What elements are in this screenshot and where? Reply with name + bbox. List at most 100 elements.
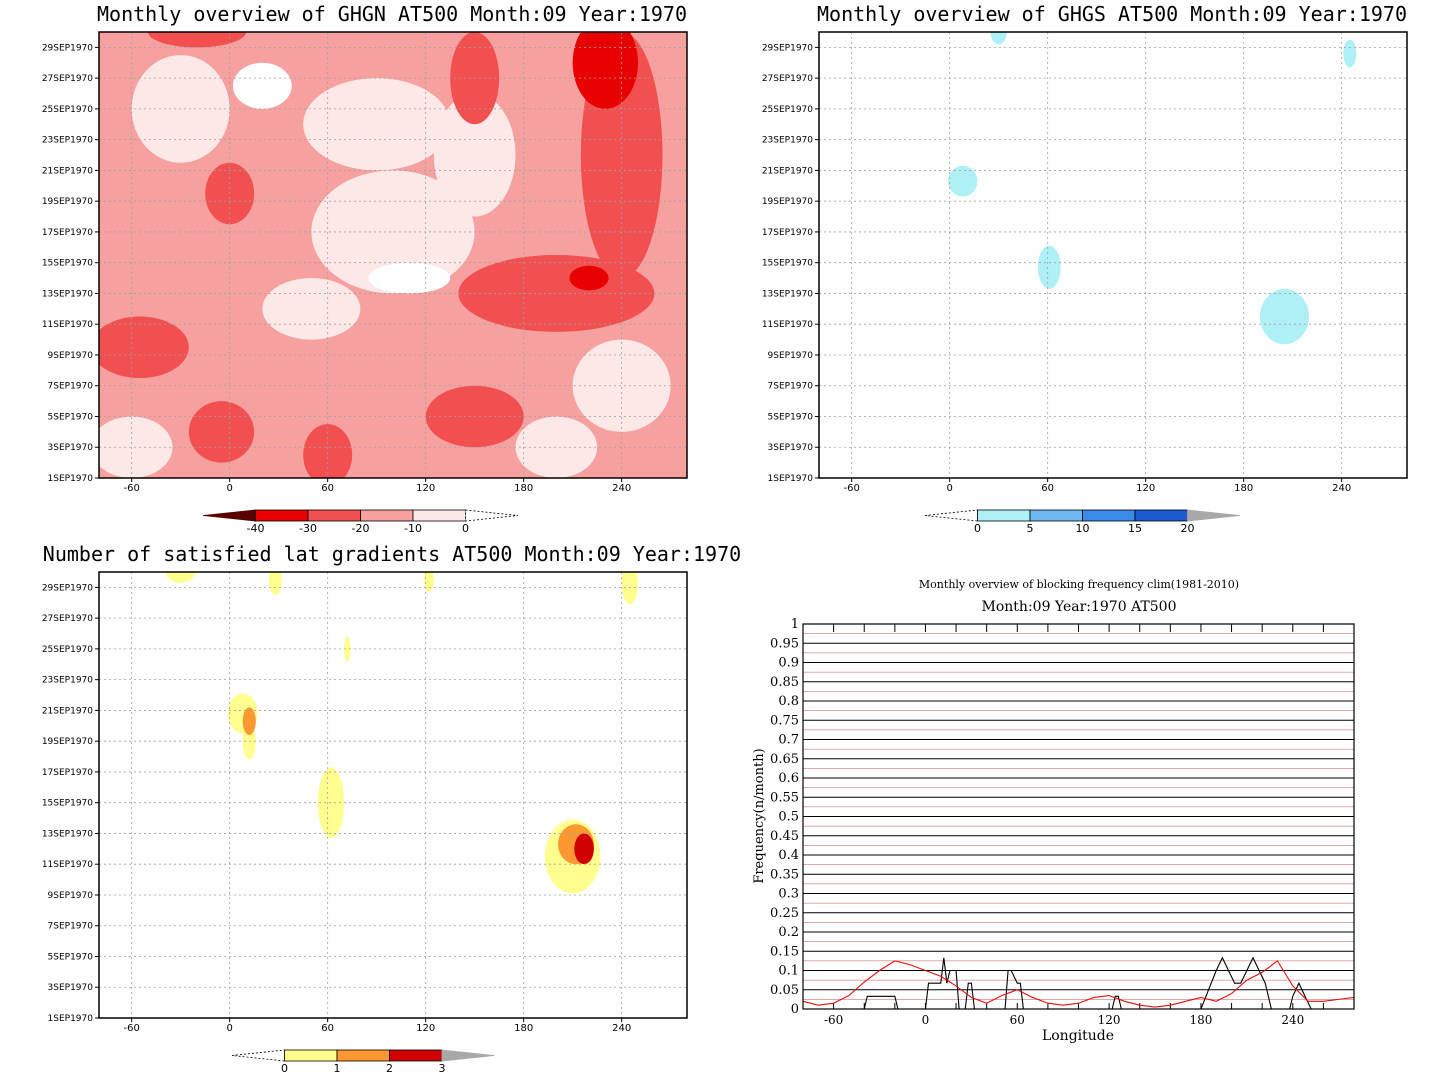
y-tick-label: 23SEP1970	[42, 136, 93, 146]
y-tick-label: 29SEP1970	[762, 43, 813, 53]
y-tick-label: 29SEP1970	[42, 583, 93, 593]
y-tick-label: 9SEP1970	[48, 891, 94, 901]
contour-region	[303, 78, 451, 171]
y-tick-label: 0	[791, 1002, 799, 1017]
y-tick-label: 5SEP1970	[768, 412, 814, 422]
panel-ghgs-title: Monthly overview of GHGS AT500 Month:09 …	[817, 2, 1407, 26]
contour-region	[572, 339, 671, 432]
contour-region	[1037, 245, 1061, 289]
panel-gradients: Number of satisfied lat gradients AT500 …	[42, 542, 741, 1075]
contour-region	[303, 424, 353, 478]
gradients-x-ticks: -60 0 60 120 180 240	[123, 1018, 631, 1034]
colorbar-label: -10	[404, 522, 422, 535]
y-tick-label: 1SEP1970	[48, 474, 94, 484]
y-tick-label: 25SEP1970	[42, 645, 93, 655]
colorbar-label: 2	[386, 1062, 393, 1075]
ghgs-frame	[818, 31, 1408, 479]
panel-gradients-title: Number of satisfied lat gradients AT500 …	[43, 542, 741, 566]
y-tick-label: 15SEP1970	[762, 259, 813, 269]
colorbar-segment	[1134, 509, 1188, 522]
y-tick-label: 0.6	[778, 771, 799, 786]
colorbar-segment	[389, 1049, 443, 1062]
ghgs-field	[948, 32, 1357, 345]
contour-region	[621, 572, 638, 605]
x-tick-label: 180	[1234, 483, 1253, 494]
y-tick-label: 0.85	[770, 675, 799, 690]
y-tick-label: 0.95	[770, 636, 799, 651]
y-tick-label: 17SEP1970	[42, 768, 93, 778]
colorbar-segment	[412, 509, 466, 522]
x-tick-label: 120	[416, 1023, 435, 1034]
x-tick-label: 0	[226, 483, 232, 494]
y-tick-label: 17SEP1970	[762, 228, 813, 238]
frequency-subtitle: Month:09 Year:1970 AT500	[982, 599, 1177, 615]
colorbar-segment	[977, 509, 1031, 522]
x-tick-label: 120	[416, 483, 435, 494]
frequency-xlabel: Longitude	[1042, 1028, 1114, 1044]
contour-region	[569, 265, 609, 291]
y-tick-label: 3SEP1970	[48, 983, 94, 993]
y-tick-label: 21SEP1970	[762, 166, 813, 176]
x-tick-label: 240	[612, 1023, 631, 1034]
x-tick-label: 120	[1098, 1013, 1121, 1027]
ghgn-colorbar: -40 -30 -20 -10 0	[202, 509, 519, 535]
ghgs-colorbar: 0 5 10 15 20	[924, 509, 1241, 535]
colorbar-right-arrow	[441, 1049, 495, 1062]
contour-region	[268, 572, 282, 596]
frequency-y-ticks: 0 0.05 0.1 0.15 0.2 0.25 0.3 0.35 0.4 0.45 0.5 0.55…	[770, 617, 799, 1017]
contour-region	[232, 62, 292, 109]
x-tick-label: 0	[922, 1013, 930, 1027]
x-tick-label: 60	[1041, 483, 1054, 494]
y-tick-label: 9SEP1970	[768, 351, 814, 361]
x-tick-label: -60	[824, 1013, 843, 1027]
colorbar-right-arrow	[1187, 509, 1241, 522]
y-tick-label: 7SEP1970	[48, 382, 94, 392]
y-tick-label: 1SEP1970	[768, 474, 814, 484]
frequency-frame	[802, 623, 1355, 1010]
contour-region	[424, 572, 434, 592]
contour-region	[262, 278, 361, 340]
ghgn-x-ticks: -60 0 60 120 180 240	[123, 478, 631, 494]
y-tick-label: 3SEP1970	[48, 443, 94, 453]
gradients-gridlines	[99, 572, 687, 1019]
colorbar-label: 15	[1128, 522, 1142, 535]
x-tick-label: 60	[321, 1023, 334, 1034]
y-tick-label: 0.75	[770, 713, 799, 728]
y-tick-label: 27SEP1970	[42, 614, 93, 624]
y-tick-label: 23SEP1970	[762, 136, 813, 146]
ghgs-y-ticks: 1SEP1970 3SEP1970 5SEP1970 7SEP1970 9SEP1970…	[762, 43, 819, 484]
y-tick-label: 15SEP1970	[42, 799, 93, 809]
y-tick-label: 23SEP1970	[42, 676, 93, 686]
x-tick-label: 120	[1136, 483, 1155, 494]
x-tick-label: 0	[946, 483, 952, 494]
colorbar-label: 20	[1181, 522, 1195, 535]
colorbar-segment	[1082, 509, 1136, 522]
panel-ghgn-title: Monthly overview of GHGN AT500 Month:09 …	[97, 2, 687, 26]
y-tick-label: 25SEP1970	[762, 105, 813, 115]
y-tick-label: 0.65	[770, 752, 799, 767]
y-tick-label: 0.2	[778, 925, 799, 940]
contour-region	[1343, 39, 1357, 68]
colorbar-label: 0	[281, 1062, 288, 1075]
y-tick-label: 7SEP1970	[48, 922, 94, 932]
panel-frequency: Monthly overview of blocking frequency c…	[752, 578, 1355, 1044]
y-tick-label: 19SEP1970	[42, 197, 93, 207]
contour-region	[188, 401, 255, 463]
ghgn-field	[99, 32, 687, 478]
colorbar-label: -30	[299, 522, 317, 535]
colorbar-label: -40	[247, 522, 265, 535]
ghgs-x-ticks: -60 0 60 120 180 240	[843, 478, 1351, 494]
y-tick-label: 5SEP1970	[48, 952, 94, 962]
y-tick-label: 0.35	[770, 867, 799, 882]
colorbar-label: 3	[439, 1062, 446, 1075]
colorbar-left-arrow	[202, 509, 256, 522]
y-tick-label: 15SEP1970	[42, 259, 93, 269]
contour-region	[572, 32, 638, 109]
y-tick-label: 17SEP1970	[42, 228, 93, 238]
y-tick-label: 0.3	[778, 887, 799, 902]
y-tick-label: 25SEP1970	[42, 105, 93, 115]
y-tick-label: 0.4	[778, 848, 799, 863]
y-tick-label: 3SEP1970	[768, 443, 814, 453]
ghgn-y-ticks: 1SEP1970 3SEP1970 5SEP1970 7SEP1970 9SEP1970…	[42, 43, 99, 484]
colorbar-label: 0	[974, 522, 981, 535]
